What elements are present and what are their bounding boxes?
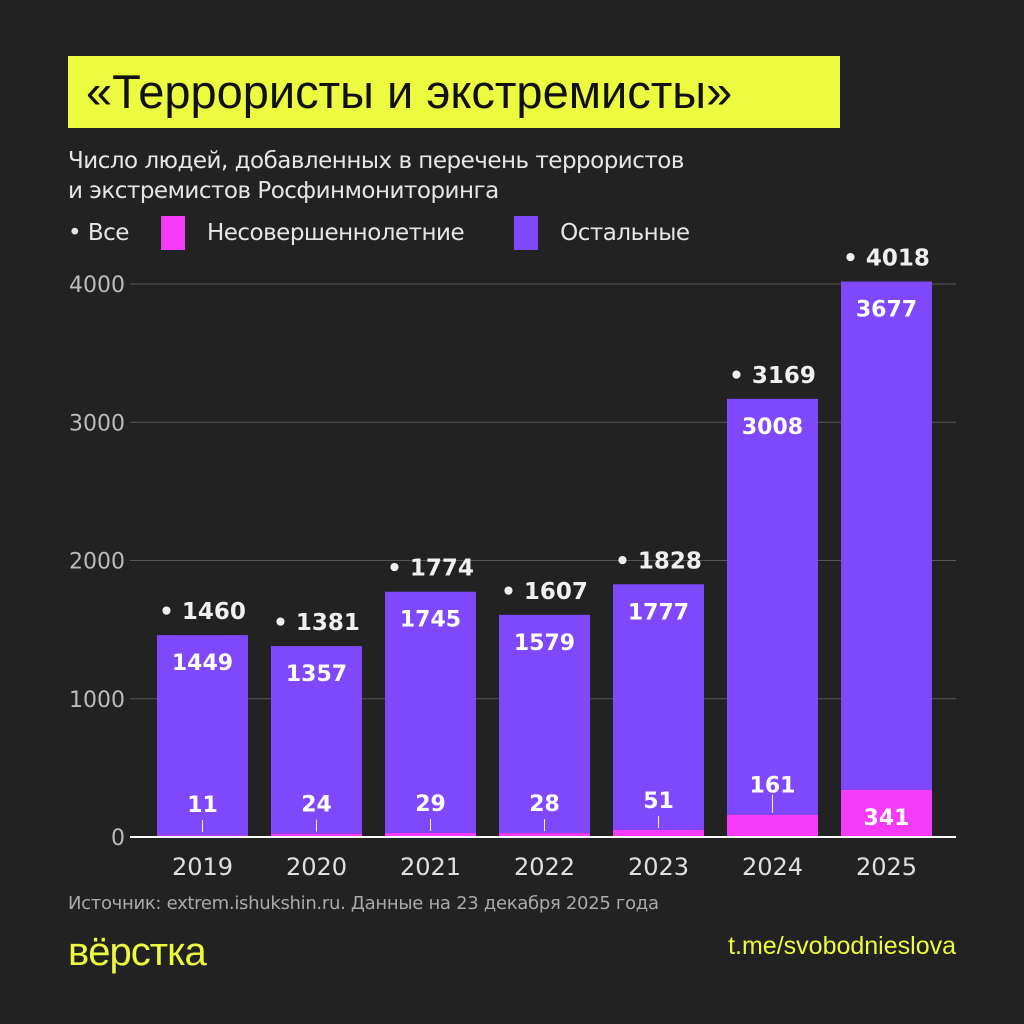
x-tick-label: 2022 — [514, 853, 575, 881]
total-label: • 1828 — [615, 548, 702, 574]
bar-minors — [499, 833, 590, 837]
legend-others: Остальные — [560, 220, 690, 246]
bar-minors — [271, 833, 362, 837]
x-tick-label: 2023 — [628, 853, 689, 881]
legend: • Все Несовершеннолетние Остальные — [68, 216, 690, 250]
minors-value-label: 341 — [864, 806, 910, 831]
subtitle: Число людей, добавленных в перечень терр… — [68, 146, 684, 206]
x-tick-label: 2021 — [400, 853, 461, 881]
x-tick-label: 2025 — [856, 853, 917, 881]
total-label: • 1774 — [387, 556, 474, 582]
minors-value-label: 161 — [750, 774, 796, 799]
others-value-label: 3677 — [856, 298, 917, 323]
channel-link[interactable]: t.me/svobodnieslova — [728, 932, 956, 960]
others-value-label: 3008 — [742, 415, 803, 440]
minors-value-label: 28 — [529, 792, 560, 817]
legend-swatch-minors — [160, 216, 185, 250]
y-tick-label: 0 — [111, 826, 125, 851]
bar-others — [499, 614, 590, 834]
bar-others — [613, 584, 704, 830]
y-tick-label: 3000 — [69, 411, 125, 436]
bar-others — [271, 646, 362, 834]
bar-minors — [841, 789, 932, 837]
y-tick-label: 1000 — [69, 688, 125, 713]
legend-swatch-others — [514, 216, 539, 250]
total-label: • 1381 — [273, 610, 360, 636]
total-label: • 4018 — [843, 246, 930, 272]
total-label: • 3169 — [729, 363, 816, 389]
subtitle-line-2: и экстремистов Росфинмониторинга — [68, 178, 499, 204]
y-tick-label: 2000 — [69, 550, 125, 575]
bar-minors — [727, 814, 818, 837]
bar-others — [157, 635, 248, 836]
bar-minors — [385, 832, 476, 837]
page-title: «Террористы и экстремисты» — [86, 65, 733, 118]
bar-others — [385, 591, 476, 833]
others-value-label: 1745 — [400, 608, 461, 633]
title-banner: «Террористы и экстремисты» — [68, 56, 840, 128]
source-note: Источник: extrem.ishukshin.ru. Данные на… — [68, 893, 659, 914]
y-tick-label: 4000 — [69, 273, 125, 298]
others-value-label: 1449 — [172, 651, 233, 676]
bar-minors — [613, 829, 704, 837]
others-value-label: 1579 — [514, 631, 575, 656]
total-label: • 1460 — [159, 599, 246, 625]
minors-value-label: 24 — [301, 793, 332, 818]
logo: вёрстка — [68, 930, 207, 974]
x-tick-label: 2024 — [742, 853, 803, 881]
others-value-label: 1357 — [286, 662, 347, 687]
subtitle-line-1: Число людей, добавленных в перечень терр… — [68, 148, 684, 174]
legend-all: • Все — [68, 220, 129, 246]
bar-others — [727, 398, 818, 815]
legend-minors: Несовершеннолетние — [206, 220, 465, 246]
bar-others — [841, 281, 932, 790]
x-tick-label: 2019 — [172, 853, 233, 881]
minors-value-label: 51 — [643, 789, 674, 814]
x-tick-label: 2020 — [286, 853, 347, 881]
others-value-label: 1777 — [628, 600, 689, 625]
minors-value-label: 11 — [187, 793, 218, 818]
minors-value-label: 29 — [415, 792, 446, 817]
total-label: • 1607 — [501, 579, 588, 605]
